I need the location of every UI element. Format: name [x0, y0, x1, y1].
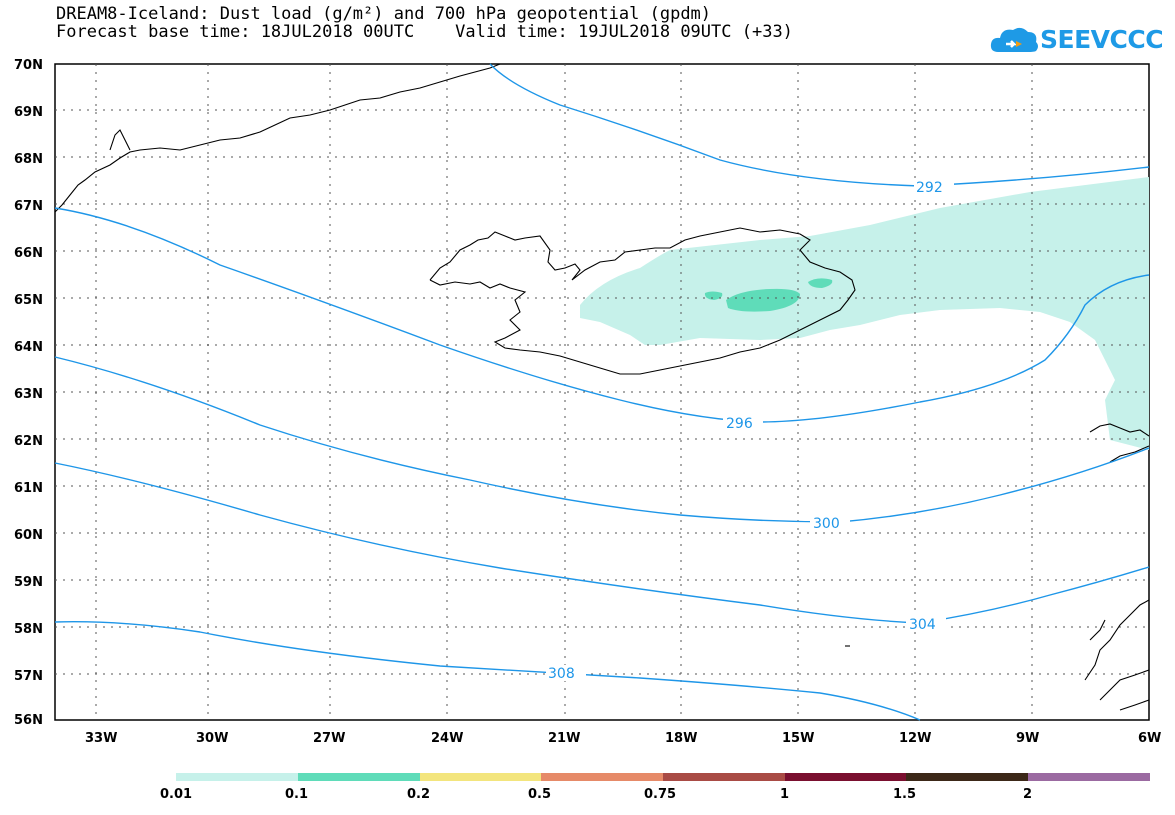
- contour-296: [54, 207, 1150, 423]
- latitude-labels: 70N 69N 68N 67N 66N 65N 64N 63N 62N 61N …: [14, 58, 43, 728]
- forecast-time-line: Forecast base time: 18JUL2018 00UTC Vali…: [56, 22, 793, 42]
- lat-label: 68N: [14, 152, 43, 167]
- lat-label: 57N: [14, 669, 43, 684]
- dust-plume-mid-3: [808, 278, 833, 288]
- colorbar-segment: [420, 773, 541, 781]
- contour-304: [54, 462, 1150, 624]
- geopotential-contours: [54, 63, 1150, 721]
- colorbar-label: 0.75: [644, 787, 677, 802]
- colorbar-segment: [663, 773, 785, 781]
- greenland-coast: [54, 63, 501, 213]
- lat-label: 70N: [14, 58, 43, 73]
- chart-title: DREAM8-Iceland: Dust load (g/m²) and 700…: [56, 4, 712, 24]
- seevccc-cloud-logo-icon: [990, 27, 1038, 52]
- gridlines: [55, 64, 1149, 720]
- lat-label: 56N: [14, 713, 43, 728]
- colorbar-label: 0.5: [528, 787, 552, 802]
- contour-308: [54, 621, 921, 721]
- contour-label-292: 292: [916, 180, 943, 196]
- lat-label: 64N: [14, 340, 43, 355]
- lon-label: 9W: [1016, 731, 1039, 746]
- colorbar-label: 0.01: [160, 787, 193, 802]
- lat-label: 67N: [14, 199, 43, 214]
- colorbar: [176, 773, 1150, 781]
- lon-label: 30W: [196, 731, 228, 746]
- lon-label: 6W: [1138, 731, 1161, 746]
- contour-300: [54, 356, 1150, 523]
- colorbar-label: 0.2: [407, 787, 431, 802]
- lat-label: 61N: [14, 481, 43, 496]
- lat-label: 58N: [14, 622, 43, 637]
- contour-label-296: 296: [726, 416, 753, 432]
- lat-label: 59N: [14, 575, 43, 590]
- colorbar-segment: [906, 773, 1028, 781]
- lon-label: 12W: [899, 731, 931, 746]
- dust-plume-low: [580, 177, 1149, 450]
- colorbar-label: 1: [780, 787, 790, 802]
- colorbar-label: 0.1: [285, 787, 309, 802]
- colorbar-label: 1.5: [893, 787, 917, 802]
- colorbar-segment: [1028, 773, 1150, 781]
- lon-label: 24W: [431, 731, 463, 746]
- iceland-coast: [429, 227, 856, 375]
- dust-plume-mid-1: [726, 288, 800, 312]
- lat-label: 69N: [14, 105, 43, 120]
- lat-label: 65N: [14, 293, 43, 308]
- dust-plume-mid-2: [704, 291, 723, 300]
- lat-label: 60N: [14, 528, 43, 543]
- lon-label: 18W: [665, 731, 697, 746]
- lon-label: 33W: [85, 731, 117, 746]
- colorbar-segment: [298, 773, 420, 781]
- lat-label: 66N: [14, 246, 43, 261]
- logo-text: SEEVCCC: [1040, 25, 1164, 54]
- lon-label: 15W: [782, 731, 814, 746]
- colorbar-label: 2: [1023, 787, 1033, 802]
- colorbar-segment: [541, 773, 663, 781]
- contour-292: [489, 63, 1150, 187]
- contour-label-300: 300: [813, 516, 840, 532]
- lon-label: 27W: [313, 731, 345, 746]
- contour-label-304: 304: [909, 617, 936, 633]
- coastlines: [54, 63, 1150, 711]
- lon-label: 21W: [548, 731, 580, 746]
- lat-label: 62N: [14, 434, 43, 449]
- colorbar-segment: [176, 773, 298, 781]
- longitude-labels: 33W 30W 27W 24W 21W 18W 15W 12W 9W 6W: [85, 731, 1161, 746]
- contour-label-308: 308: [548, 666, 575, 682]
- faroe-coast: [1089, 423, 1150, 463]
- lat-label: 63N: [14, 387, 43, 402]
- scotland-coast: [1084, 599, 1150, 711]
- colorbar-segment: [785, 773, 906, 781]
